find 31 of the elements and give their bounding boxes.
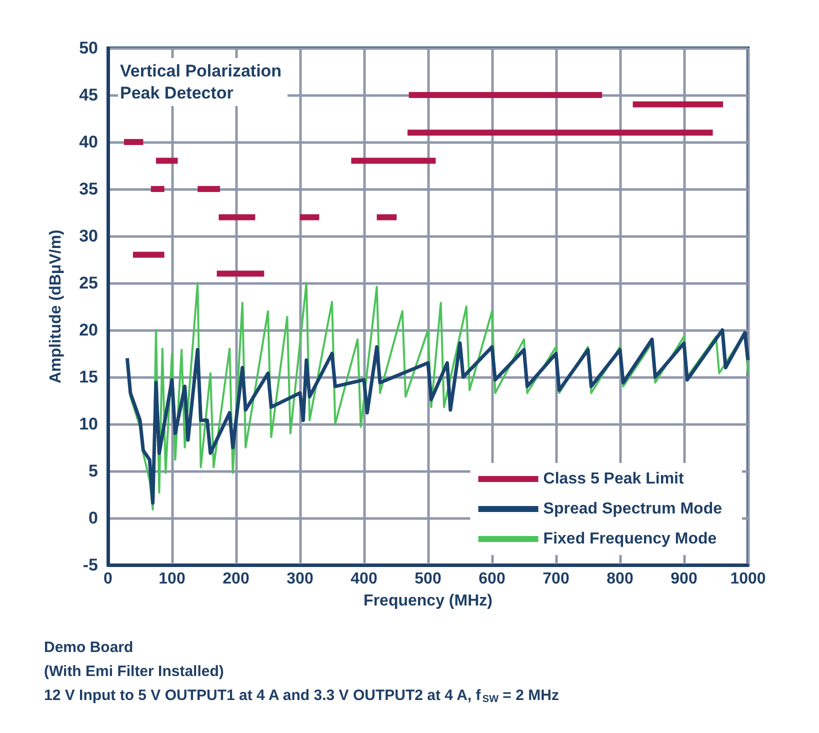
x-axis-title: Frequency (MHz) — [364, 592, 492, 610]
y-tick-label: 50 — [79, 38, 98, 58]
text: (With Emi Filter Installed) — [44, 663, 224, 680]
y-tick-label: 40 — [79, 132, 98, 152]
x-tick-label: 600 — [478, 570, 506, 588]
y-tick-label: 30 — [79, 226, 98, 246]
x-tick-label: 200 — [222, 570, 250, 588]
y-tick-label: 15 — [79, 368, 98, 386]
legend-label: Class 5 Peak Limit — [543, 470, 684, 488]
x-tick-label: 400 — [350, 570, 378, 588]
y-tick-label: -5 — [82, 556, 98, 574]
x-tick-label: 300 — [286, 570, 314, 588]
y-tick-label: 0 — [88, 508, 98, 528]
y-axis-title: Amplitude (dBμV/m) — [48, 230, 64, 384]
y-tick-label: 10 — [79, 414, 98, 434]
annotation: Vertical Polarization Peak Detector — [120, 62, 282, 102]
x-tick-label: 100 — [158, 570, 186, 588]
x-tick-label: 1000 — [730, 570, 766, 588]
x-tick-label: 800 — [606, 570, 634, 588]
x-tick-label: 0 — [104, 570, 113, 588]
y-tick-label: 35 — [79, 180, 98, 198]
y-tick-label: 45 — [79, 86, 98, 104]
y-tick-label: 25 — [79, 274, 98, 292]
y-tick-label: 20 — [79, 320, 98, 340]
x-tick-label: 700 — [542, 570, 570, 588]
text: Demo Board — [44, 639, 134, 656]
y-tick-label: 5 — [88, 462, 98, 480]
legend-label: Fixed Frequency Mode — [543, 530, 717, 548]
x-tick-label: 500 — [414, 570, 442, 588]
x-tick-label: 900 — [670, 570, 698, 588]
legend-label: Spread Spectrum Mode — [543, 500, 722, 518]
